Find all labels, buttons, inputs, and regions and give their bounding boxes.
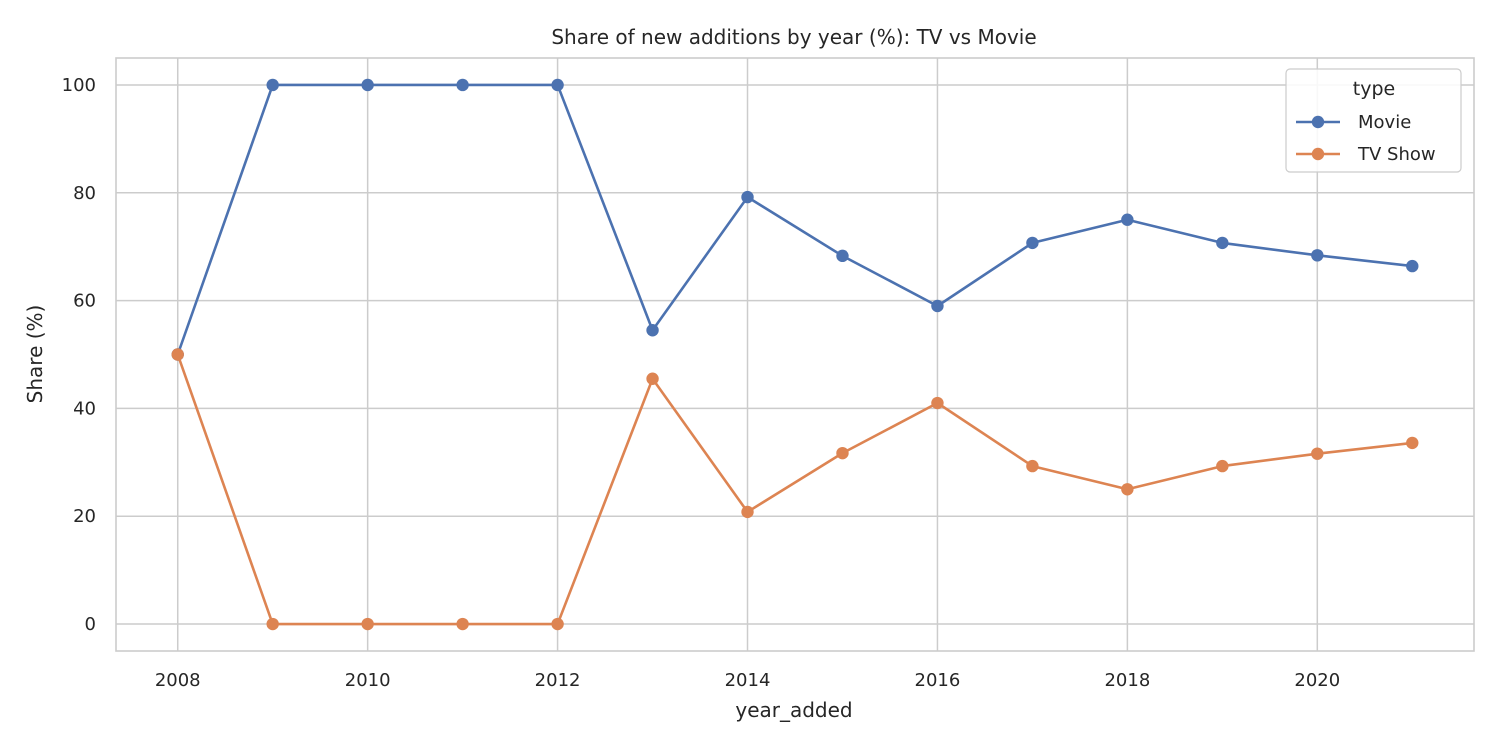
legend-label-movie: Movie [1358, 112, 1411, 133]
y-tick-label: 0 [85, 614, 96, 635]
series-line-tv-show [176, 354, 1413, 626]
y-tick-label: 40 [73, 398, 96, 419]
x-tick-label: 2008 [155, 670, 201, 691]
series-movie [171, 78, 1419, 361]
legend-item-movie: Movie [1296, 112, 1411, 133]
data-point-tv-show [266, 617, 279, 631]
y-axis-ticks: 0 20 40 60 80 100 [62, 75, 96, 635]
data-point-movie [1311, 249, 1324, 262]
plot-frame [115, 57, 1475, 652]
legend: type Movie TV Show [1285, 68, 1462, 173]
legend-marker-movie [1311, 115, 1325, 129]
legend-title: type [1353, 78, 1395, 100]
data-point-movie [1406, 259, 1419, 273]
data-point-movie [646, 324, 659, 337]
data-point-tv-show [836, 446, 849, 460]
x-tick-label: 2018 [1104, 670, 1150, 691]
x-tick-label: 2016 [915, 670, 961, 691]
data-point-movie [361, 78, 374, 92]
x-tick-label: 2010 [345, 670, 391, 691]
y-tick-label: 100 [62, 75, 96, 96]
legend-marker-tv-show [1311, 147, 1325, 161]
x-tick-label: 2012 [535, 670, 581, 691]
data-point-tv-show [171, 348, 184, 361]
data-point-movie [266, 78, 279, 92]
y-tick-label: 60 [73, 291, 96, 312]
data-point-movie [836, 249, 849, 263]
data-point-tv-show [1026, 459, 1039, 473]
data-point-tv-show [1311, 447, 1324, 460]
data-point-tv-show [361, 617, 374, 631]
data-point-tv-show [1406, 436, 1419, 450]
x-tick-label: 2014 [725, 670, 771, 691]
data-point-tv-show [551, 617, 564, 631]
data-point-movie [741, 190, 754, 204]
y-axis-label: Share (%) [23, 305, 47, 404]
series-line-movie [176, 83, 1413, 355]
data-point-tv-show [931, 396, 944, 410]
x-axis-label: year_added [735, 698, 852, 722]
data-point-tv-show [456, 617, 469, 631]
data-point-movie [931, 299, 944, 313]
grid [116, 58, 1474, 651]
data-point-movie [1026, 236, 1039, 250]
legend-box [1285, 68, 1462, 173]
y-tick-label: 80 [73, 183, 96, 204]
data-point-movie [1121, 213, 1134, 226]
legend-label-tv-show: TV Show [1357, 144, 1436, 165]
series-tv-show [171, 348, 1419, 631]
x-axis-ticks: 2008 2010 2012 2014 2016 2018 2020 [155, 670, 1340, 691]
data-point-movie [551, 78, 564, 92]
x-tick-label: 2020 [1294, 670, 1340, 691]
data-point-movie [1216, 236, 1229, 250]
data-point-tv-show [1216, 459, 1229, 473]
y-tick-label: 20 [73, 506, 96, 527]
data-point-tv-show [741, 505, 754, 519]
series-group [171, 78, 1419, 631]
data-point-tv-show [646, 372, 659, 385]
chart-title: Share of new additions by year (%): TV v… [551, 25, 1036, 49]
legend-item-tv-show: TV Show [1296, 144, 1436, 165]
data-point-tv-show [1121, 483, 1134, 496]
data-point-movie [456, 78, 469, 92]
